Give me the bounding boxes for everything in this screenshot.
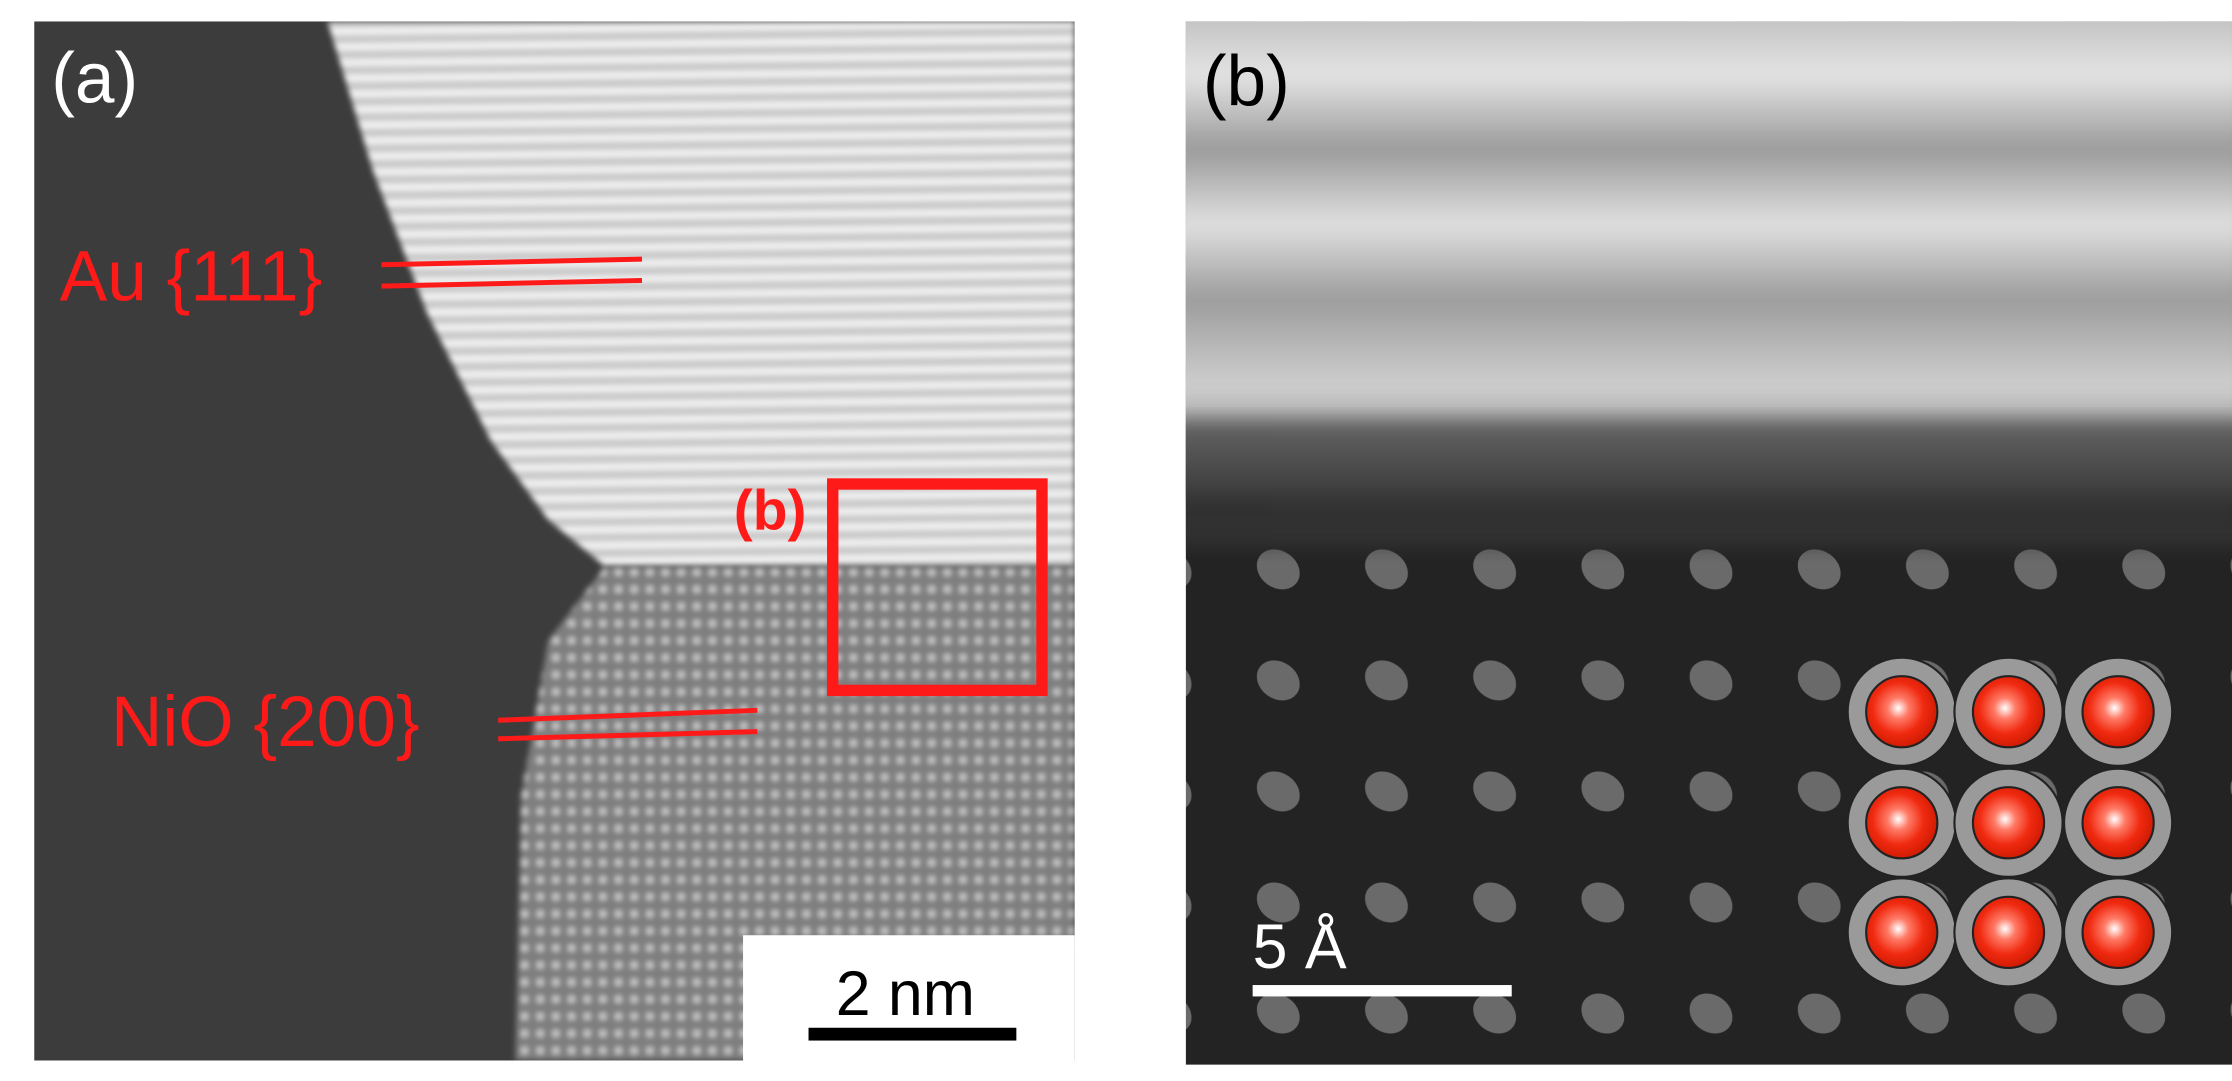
au-region — [327, 21, 1075, 567]
panel-a: 2 nm (b) Au {111} NiO {200} (a) — [34, 21, 1075, 1061]
panel-b-label: (b) — [1203, 42, 1290, 121]
annotation-line — [498, 729, 758, 742]
scale-bar — [808, 1027, 1017, 1041]
scale-bar-label: 2 nm — [836, 959, 975, 1029]
annotation-line — [381, 256, 643, 268]
au-label: Au {111} — [60, 237, 323, 316]
annotation-line — [381, 277, 643, 289]
annotation-line — [498, 707, 758, 723]
region-box-label: (b) — [734, 479, 807, 543]
inset-model — [1846, 656, 2174, 988]
au-region — [1185, 21, 2232, 499]
panel-a-label: (a) — [51, 39, 138, 118]
region-box — [827, 478, 1048, 697]
scale-bar-label: 5 Å — [1253, 912, 1347, 982]
scale-bar — [1252, 985, 1512, 997]
panel-b: 5 Å (b) — [1185, 21, 2232, 1065]
nio-label: NiO {200} — [111, 683, 420, 762]
interface — [1185, 419, 2232, 549]
